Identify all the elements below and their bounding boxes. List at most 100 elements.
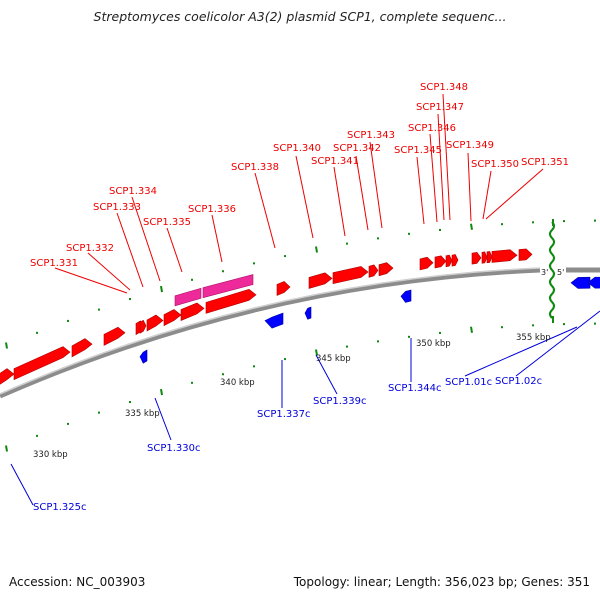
gene-label[interactable]: SCP1.342: [333, 143, 381, 154]
scale-label: 350 kbp: [416, 339, 451, 349]
label-leader-line: [315, 354, 338, 395]
label-leader-line: [369, 141, 383, 229]
label-leader-line: [355, 155, 369, 231]
tick-mark: [470, 326, 473, 333]
highlighted-gene: [174, 287, 202, 307]
label-leader-line: [482, 170, 492, 220]
tick-mark: [160, 285, 163, 293]
label-leader-line: [131, 196, 161, 282]
tick-mark: [160, 388, 163, 396]
forward-gene-arrow: [146, 314, 164, 332]
label-leaders: [10, 93, 600, 506]
gene-label[interactable]: SCP1.01c: [445, 377, 492, 388]
label-leader-line: [154, 397, 172, 441]
three-prime-label: 3': [541, 268, 548, 277]
scale-label: 345 kbp: [316, 354, 351, 364]
label-leader-line: [87, 252, 131, 291]
label-leader-line: [485, 168, 544, 220]
summary-text: Topology: linear; Length: 356,023 bp; Ge…: [293, 575, 590, 589]
gene-label[interactable]: SCP1.347: [416, 102, 464, 113]
reverse-gene-arrow: [400, 289, 412, 303]
gene-label[interactable]: SCP1.341: [311, 156, 359, 167]
forward-gene-arrow: [368, 264, 379, 278]
label-leader-line: [10, 463, 34, 506]
forward-gene-arrow: [486, 251, 493, 264]
forward-gene-arrow: [378, 262, 394, 277]
gene-label[interactable]: SCP1.02c: [495, 376, 542, 387]
map-title: Streptomyces coelicolor A3(2) plasmid SC…: [93, 9, 507, 24]
gene-label[interactable]: SCP1.336: [188, 204, 236, 215]
forward-gene-arrow: [13, 346, 71, 381]
label-leader-line: [416, 156, 425, 225]
forward-gene-arrow: [419, 256, 434, 271]
gene-label[interactable]: SCP1.350: [471, 159, 519, 170]
backbone-left: [0, 267, 541, 399]
forward-gene-arrow: [481, 251, 488, 264]
gene-label[interactable]: SCP1.348: [420, 82, 468, 93]
reverse-gene-arrow: [587, 276, 600, 289]
gene-label[interactable]: SCP1.343: [347, 130, 395, 141]
scale-label: 335 kbp: [125, 409, 160, 419]
reverse-gene-arrow: [570, 276, 591, 289]
scale-label: 330 kbp: [33, 450, 68, 460]
forward-gene-arrow: [0, 368, 15, 385]
gene-label[interactable]: SCP1.325c: [33, 502, 87, 513]
gene-label[interactable]: SCP1.335: [143, 217, 191, 228]
forward-gene-arrow: [308, 272, 333, 289]
forward-gene-arrow: [451, 254, 459, 267]
label-leader-line: [467, 152, 472, 222]
gene-label[interactable]: SCP1.337c: [257, 409, 311, 420]
gene-label[interactable]: SCP1.333: [93, 202, 141, 213]
gene-label[interactable]: SCP1.346: [408, 123, 456, 134]
scale-label: 340 kbp: [220, 378, 255, 388]
gene-label[interactable]: SCP1.330c: [147, 443, 201, 454]
gene-label[interactable]: SCP1.332: [66, 243, 114, 254]
label-leader-line: [515, 310, 600, 377]
forward-gene-arrow: [471, 252, 482, 265]
forward-gene-arrow: [139, 319, 147, 334]
reverse-gene-arrow: [264, 312, 284, 329]
linear-end-marker: [549, 221, 555, 319]
gene-label[interactable]: SCP1.331: [30, 258, 78, 269]
label-leader-line: [116, 212, 144, 288]
label-leader-line: [437, 113, 445, 221]
highlighted-gene: [202, 274, 254, 299]
gene-label[interactable]: SCP1.334: [109, 186, 157, 197]
forward-gene-arrow: [205, 289, 257, 314]
label-leader-line: [333, 166, 346, 237]
tick-mark: [315, 349, 318, 356]
forward-gene-arrow: [276, 281, 291, 296]
forward-gene-arrow: [103, 326, 126, 346]
forward-gene-arrow: [163, 309, 182, 327]
gene-label[interactable]: SCP1.345: [394, 145, 442, 156]
tick-mark: [470, 223, 473, 230]
gene-label[interactable]: SCP1.339c: [313, 396, 367, 407]
forward-gene-arrow: [445, 254, 453, 268]
tick-mark: [315, 246, 318, 253]
forward-gene-arrow: [180, 302, 205, 321]
label-leader-line: [295, 155, 314, 239]
forward-gene-arrow: [332, 266, 369, 285]
reverse-gene-arrow: [139, 349, 148, 364]
gene-label[interactable]: SCP1.349: [446, 140, 494, 151]
gene-label[interactable]: SCP1.340: [273, 143, 321, 154]
label-leader-line: [211, 214, 223, 263]
gene-label[interactable]: SCP1.338: [231, 162, 279, 173]
five-prime-label: 5': [557, 268, 564, 277]
gene-features: [0, 248, 600, 385]
scale-label: 355 kbp: [516, 333, 551, 343]
tick-mark: [5, 342, 8, 349]
gene-label[interactable]: SCP1.351: [521, 157, 569, 168]
label-leader-line: [254, 172, 276, 249]
label-leader-line: [54, 267, 128, 294]
gene-label[interactable]: SCP1.344c: [388, 383, 442, 394]
forward-gene-arrow: [434, 255, 447, 269]
tick-mark: [5, 445, 8, 452]
label-leader-line: [464, 326, 578, 377]
forward-gene-arrow: [491, 249, 518, 263]
backbone-left-highlight: [0, 267, 541, 395]
label-leader-line: [442, 93, 451, 221]
label-leader-line: [429, 133, 438, 223]
accession-text: Accession: NC_003903: [9, 575, 146, 589]
